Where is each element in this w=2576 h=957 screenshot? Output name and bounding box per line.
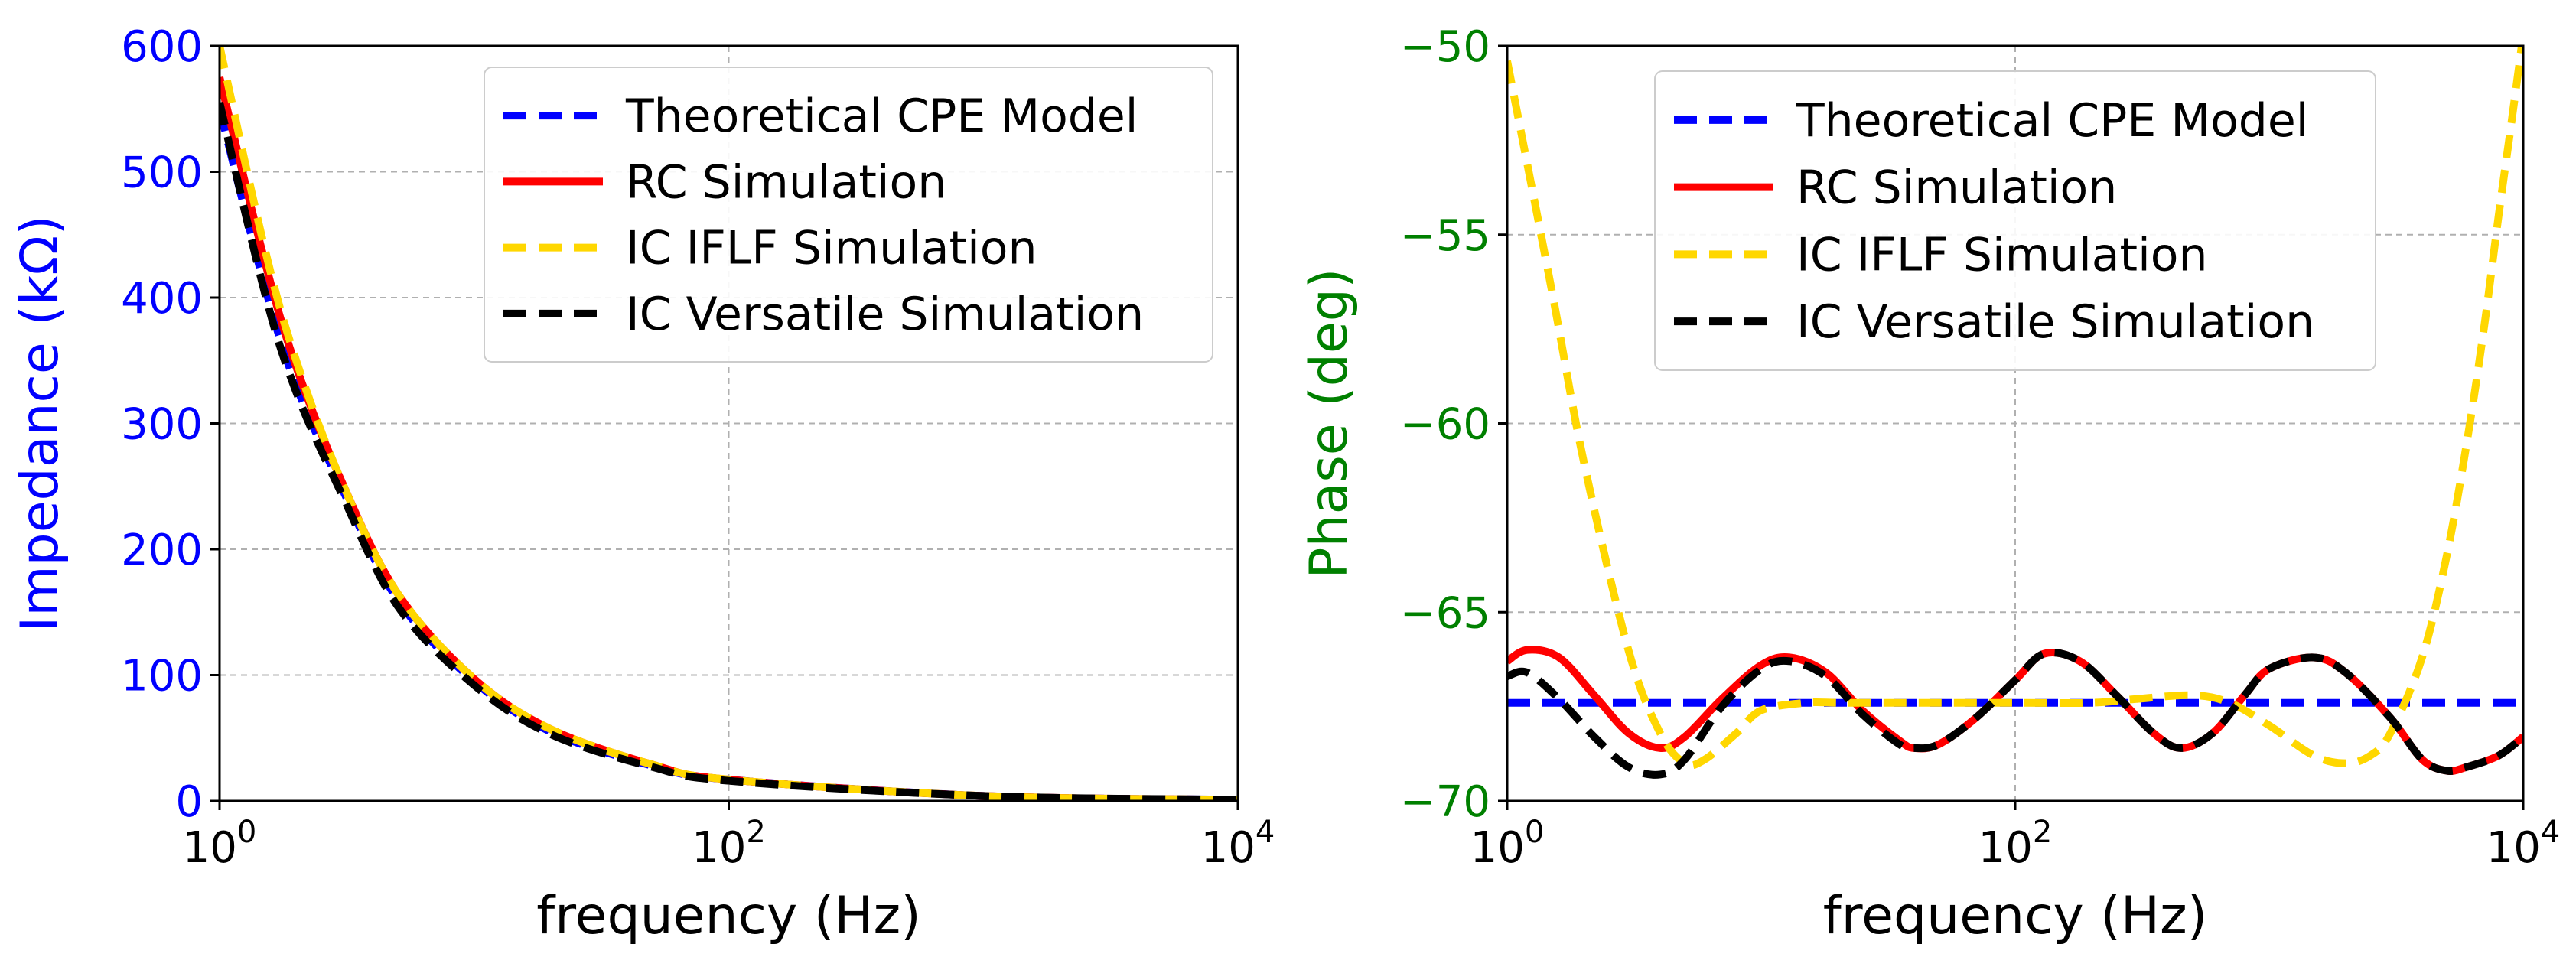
legend-box <box>1654 70 2376 371</box>
legend: Theoretical CPE Model RC Simulation IC IFL… <box>484 67 1213 363</box>
x-tick-label: 102 <box>1978 815 2053 873</box>
legend-box <box>484 67 1213 363</box>
series-group <box>1507 46 2523 779</box>
y-tick-label: 600 <box>121 22 203 72</box>
legend-entry-label: IC Versatile Simulation <box>626 288 1144 341</box>
y-tick-label: −50 <box>1400 22 1490 72</box>
x-tick-label: 100 <box>1470 815 1545 873</box>
legend: Theoretical CPE Model RC Simulation IC IFL… <box>1654 70 2376 371</box>
y-tick-label: 100 <box>121 652 203 701</box>
legend-entry-label: IC Versatile Simulation <box>1796 295 2314 349</box>
y-axis-label: Phase (deg) <box>1299 269 1360 579</box>
legend-entry-label: Theoretical CPE Model <box>625 90 1138 143</box>
legend-entry-label: RC Simulation <box>1796 161 2117 215</box>
chart-panel-2: −70 −65 −60 −55 −50 100 102 104 frequency (Hz) Ph… <box>1299 22 2560 946</box>
y-tick-label: −70 <box>1400 777 1490 827</box>
legend-entry-label: IC IFLF Simulation <box>626 222 1037 275</box>
y-tick-label: 400 <box>121 274 203 324</box>
series-group <box>220 46 1238 801</box>
y-tick-label: −60 <box>1400 400 1490 450</box>
series-line-ic-versatile-simulation <box>1507 649 2523 779</box>
x-axis-label: frequency (Hz) <box>536 886 921 946</box>
series-line-ic-iflf-simulation <box>1507 46 2523 770</box>
series-line-ic-versatile-simulation <box>220 101 1238 801</box>
y-tick-label: 0 <box>175 777 203 827</box>
y-axis-label: Impedance (kΩ) <box>10 215 70 631</box>
x-tick-label: 102 <box>692 815 766 873</box>
legend-entry-label: Theoretical CPE Model <box>1796 94 2308 148</box>
x-tick-label: 104 <box>2486 815 2561 873</box>
y-tick-label: 200 <box>121 526 203 575</box>
y-tick-label: 300 <box>121 400 203 450</box>
legend-entry-label: IC IFLF Simulation <box>1796 228 2207 282</box>
x-tick-label: 104 <box>1201 815 1275 873</box>
legend-entry-label: RC Simulation <box>626 155 946 209</box>
y-tick-label: −65 <box>1400 588 1490 638</box>
y-tick-label: −55 <box>1400 211 1490 261</box>
x-axis-label: frequency (Hz) <box>1823 886 2208 946</box>
y-tick-label: 500 <box>121 148 203 198</box>
x-tick-label: 100 <box>183 815 257 873</box>
